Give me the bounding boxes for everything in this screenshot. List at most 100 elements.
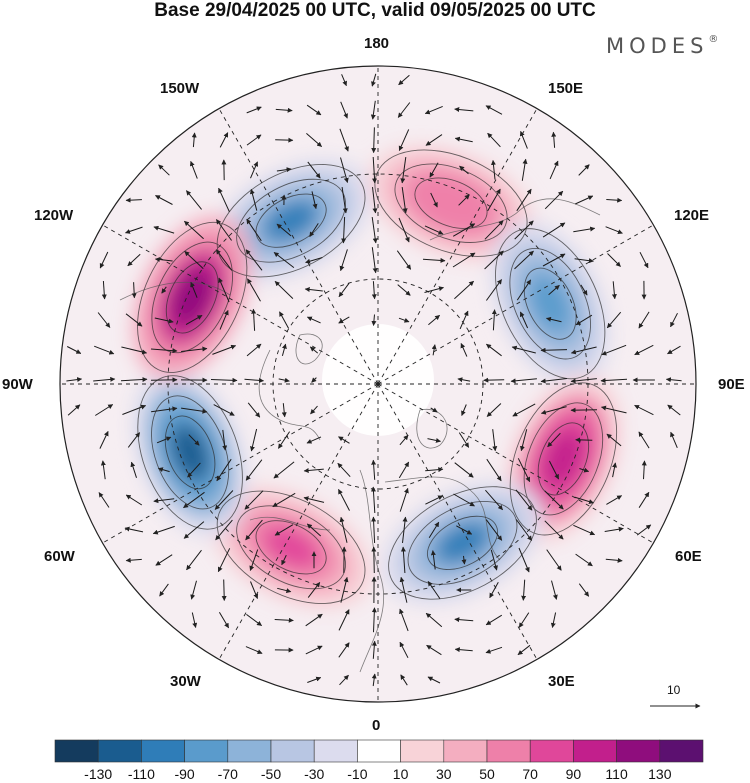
- wind-vector: [246, 613, 263, 627]
- wind-vector: [402, 516, 408, 543]
- wind-vector: [250, 581, 259, 599]
- wind-vector: [153, 225, 175, 234]
- colorbar-swatch: [184, 739, 229, 763]
- wind-vector: [125, 313, 143, 327]
- wind-vector: [399, 434, 409, 446]
- colorbar-tick-label: -90: [174, 766, 195, 782]
- wind-vector: [399, 641, 409, 659]
- wind-vector: [311, 191, 318, 210]
- wind-vector: [544, 520, 564, 540]
- wind-vector: [183, 521, 205, 539]
- wind-vector: [337, 462, 351, 478]
- wind-vector: [371, 281, 377, 300]
- colorbar-tick-label: -10: [347, 766, 368, 782]
- wind-vector: [424, 225, 444, 235]
- wind-vector: [601, 405, 627, 414]
- contour-line: [523, 402, 604, 516]
- contour-lines: [137, 149, 618, 604]
- meridian-line: [377, 108, 538, 385]
- wind-vector: [574, 195, 594, 205]
- colorbar-tick-label: 70: [522, 766, 538, 782]
- wind-vector: [427, 438, 441, 443]
- meridian-line: [102, 383, 379, 544]
- wind-vector: [303, 496, 325, 503]
- wind-vector: [67, 404, 81, 416]
- wind-vector: [131, 282, 137, 299]
- wind-vector: [634, 344, 654, 356]
- wind-vector: [307, 676, 322, 683]
- wind-vector: [341, 187, 348, 214]
- wind-vector: [398, 217, 410, 243]
- brand-text: MODES: [606, 34, 709, 58]
- contour-line: [509, 382, 618, 536]
- wind-vector: [218, 611, 230, 629]
- wind-vector: [606, 433, 622, 447]
- colorbar-swatch: [227, 739, 272, 763]
- colorbar-tick-label: 90: [565, 766, 582, 782]
- wind-vector: [340, 157, 349, 183]
- wind-vector: [151, 406, 178, 413]
- wind-vector: [371, 546, 377, 574]
- wind-vector: [638, 311, 650, 329]
- wind-vector: [371, 217, 378, 244]
- wind-vector: [273, 252, 295, 268]
- wind-vector: [183, 491, 205, 509]
- contour-line: [216, 164, 366, 278]
- wind-vector: [426, 644, 442, 656]
- wind-vector: [460, 342, 468, 357]
- colorbar-tick-label: 10: [392, 766, 409, 782]
- wind-vector: [245, 519, 263, 541]
- wind-vector: [339, 249, 348, 272]
- colorbar-swatch: [400, 739, 445, 763]
- colorbar-swatch: [443, 739, 488, 763]
- wind-vector: [278, 377, 290, 383]
- wind-vector: [548, 284, 560, 296]
- meridian-line: [102, 224, 379, 385]
- wind-vector: [125, 494, 143, 506]
- colorbar-swatch: [270, 739, 315, 763]
- wind-vector: [125, 226, 143, 234]
- wind-vector: [516, 279, 532, 301]
- wind-vector: [459, 165, 469, 175]
- wind-vector: [670, 312, 678, 328]
- colorbar-swatch: [54, 739, 99, 763]
- lon-label-120e: 120E: [674, 207, 710, 224]
- wind-vector: [518, 612, 530, 628]
- wind-vector: [638, 431, 650, 449]
- contour-line: [388, 486, 537, 600]
- wind-vector: [124, 526, 144, 533]
- wind-vector: [454, 136, 473, 143]
- wind-vector: [398, 129, 410, 152]
- colorbar-tick-label: 130: [648, 766, 672, 782]
- wind-vector: [428, 521, 440, 539]
- wind-vector: [397, 102, 411, 118]
- wind-vector: [430, 407, 438, 413]
- wind-vector: [521, 158, 528, 181]
- wind-vector: [430, 192, 438, 208]
- wind-vector: [190, 281, 198, 298]
- wind-vector: [120, 377, 148, 383]
- wind-vector: [425, 134, 443, 146]
- colorbar-swatch: [486, 739, 531, 763]
- wind-vector: [612, 462, 617, 478]
- wind-vector: [517, 458, 531, 483]
- lon-label-90e: 90E: [718, 376, 745, 393]
- contour-line: [151, 395, 230, 510]
- wind-vector: [216, 458, 232, 482]
- colorbar-swatch: [97, 739, 142, 763]
- wind-vector: [574, 258, 594, 264]
- wind-vector: [187, 462, 201, 478]
- wind-vector: [600, 378, 628, 384]
- wind-vector: [191, 132, 197, 148]
- wind-vector: [454, 107, 474, 113]
- wind-vector: [428, 314, 440, 326]
- wind-vector: [341, 216, 347, 244]
- wind-vector: [94, 345, 115, 355]
- wind-vector: [338, 283, 350, 298]
- wind-vector: [425, 612, 443, 628]
- wind-vector: [400, 546, 406, 574]
- wind-vector: [489, 582, 499, 599]
- wind-vector: [575, 314, 593, 326]
- wind-vector: [641, 460, 647, 480]
- wind-vector: [606, 197, 623, 203]
